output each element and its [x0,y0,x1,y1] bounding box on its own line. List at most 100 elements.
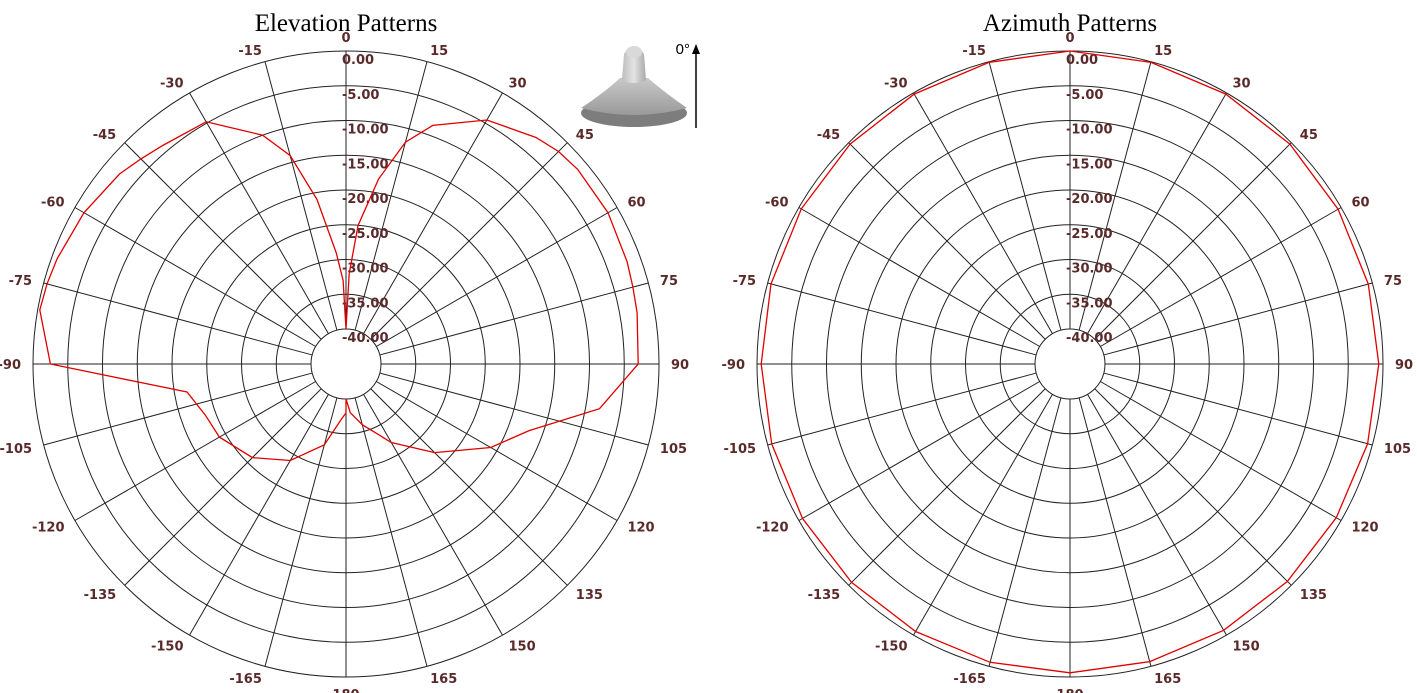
ring-value-label: -35.00 [342,296,389,311]
grid-spoke [767,372,1037,446]
angle-tick-label: -105 [724,442,757,457]
ring-value-label: -30.00 [1066,262,1113,277]
angle-tick-label: 135 [1300,588,1327,603]
angle-tick-label: -90 [0,358,21,373]
grid-spoke [1100,207,1342,347]
ring-value-label: -5.00 [1066,88,1103,103]
angle-tick-label: 15 [1154,44,1172,59]
pattern-trace [39,119,639,462]
angle-tick-label: 60 [1351,196,1369,211]
angle-tick-label: 75 [1384,274,1402,289]
ring-value-label: -30.00 [342,262,389,277]
angle-tick-label: 180 [332,688,359,693]
grid-spoke [379,282,649,356]
ring-value-label: 0.00 [342,53,374,68]
angle-tick-label: 150 [509,639,536,654]
angle-tick-label: 165 [430,672,457,687]
angle-tick-label: 180 [1056,688,1083,693]
grid-spoke [1087,92,1227,334]
chart-title: Azimuth Patterns [983,10,1157,37]
polar-grid [756,50,1384,678]
chart-title: Elevation Patterns [255,10,438,37]
angle-tick-label: -90 [722,358,746,373]
grid-spoke [363,394,503,636]
angle-tick-label: 165 [1154,672,1181,687]
grid-spoke [1103,372,1373,446]
grid-spoke [1087,394,1227,636]
grid-spoke [124,388,322,586]
grid-spoke [988,397,1062,667]
grid-spoke [767,282,1037,356]
angle-tick-label: -135 [808,588,841,603]
angle-tick-label: -120 [32,521,65,536]
grid-spoke [376,381,618,521]
orientation-label: 0° [676,41,690,58]
angle-tick-label: 60 [627,196,645,211]
ring-value-label: 0.00 [1066,53,1098,68]
grid-spoke [43,282,313,356]
angle-tick-label: 0 [1065,31,1074,46]
grid-spoke [848,142,1046,340]
angle-tick-label: -45 [817,128,841,143]
angle-tick-label: -105 [0,442,32,457]
angle-tick-label: 75 [660,274,678,289]
grid-spoke [798,381,1040,521]
grid-spoke [74,207,316,347]
angle-tick-label: -30 [884,77,908,92]
grid-spoke [354,397,428,667]
pattern-trace [760,50,1380,674]
grid-spoke [74,381,316,521]
orientation-indicator: 0° [676,41,700,128]
grid-spoke [988,61,1062,331]
grid-spoke [913,394,1053,636]
grid-spoke [848,388,1046,586]
grid-spoke [124,142,322,340]
ring-value-label: -10.00 [342,123,389,138]
ring-value-label: -20.00 [1066,192,1113,207]
grid-spoke [1078,397,1152,667]
angle-tick-label: 90 [671,358,689,373]
ring-value-label: -25.00 [342,227,389,242]
grid-spoke [363,92,503,334]
angle-tick-label: -60 [41,196,65,211]
grid-spoke [1094,388,1292,586]
angle-tick-label: -165 [953,672,986,687]
grid-spoke [370,142,568,340]
ring-value-label: -10.00 [1066,123,1113,138]
angle-tick-label: -150 [875,639,908,654]
grid-spoke [370,388,568,586]
ring-value-label: -35.00 [1066,296,1113,311]
grid-spoke [264,397,338,667]
ring-value-label: -5.00 [342,88,379,103]
grid-spoke [189,394,329,636]
angle-tick-label: -135 [84,588,117,603]
grid-spoke [913,92,1053,334]
ring-value-label: -20.00 [342,192,389,207]
grid-spoke [189,92,329,334]
ring-value-label: -25.00 [1066,227,1113,242]
angle-tick-label: -30 [160,77,184,92]
angle-tick-label: 90 [1395,358,1413,373]
ring-value-label: -15.00 [342,157,389,172]
ring-value-label: -40.00 [342,331,389,346]
angle-tick-label: 30 [1233,77,1251,92]
angle-tick-label: -15 [238,44,262,59]
grid-spoke [43,372,313,446]
ring-value-label: -40.00 [1066,331,1113,346]
angle-tick-label: 135 [576,588,603,603]
grid-spoke [379,372,649,446]
grid-spoke [1078,61,1152,331]
angle-tick-label: 120 [627,521,654,536]
grid-spoke [264,61,338,331]
angle-tick-label: -60 [765,196,789,211]
antenna-photo [581,46,687,127]
angle-tick-label: -165 [229,672,262,687]
angle-tick-label: -120 [756,521,789,536]
angle-tick-label: 105 [660,442,687,457]
grid-spoke [798,207,1040,347]
angle-tick-label: -15 [962,44,986,59]
angle-tick-label: -150 [151,639,184,654]
